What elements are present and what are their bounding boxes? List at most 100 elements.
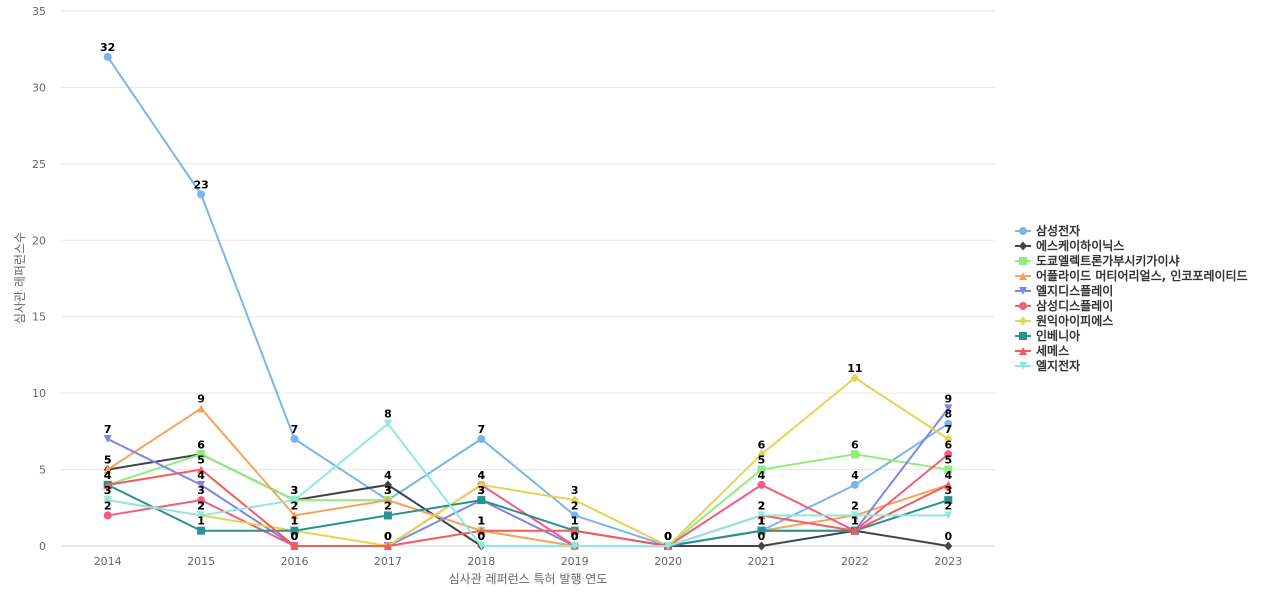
data-point [290, 435, 299, 443]
data-label: 0 [384, 530, 392, 543]
data-label: 3 [104, 484, 112, 497]
data-label: 2 [104, 499, 112, 512]
data-label: 0 [758, 530, 766, 543]
data-label: 3 [291, 484, 299, 497]
legend-item[interactable]: 세메스 [1015, 343, 1069, 358]
data-label: 1 [477, 515, 485, 528]
data-point [850, 450, 859, 459]
series-1 [103, 52, 953, 550]
data-point [944, 511, 953, 520]
x-axis-title: 심사관 레퍼런스 특허 발행 연도 [449, 571, 608, 586]
series-10 [103, 419, 953, 550]
data-point [103, 480, 112, 489]
data-label: 1 [477, 515, 485, 528]
legend-marker [1019, 257, 1027, 265]
legend-label: 에스케이하이닉스 [1036, 238, 1124, 253]
data-label: 5 [944, 454, 952, 467]
legend-item[interactable]: 어플라이드 머티어리얼스, 인코포레이티드 [1015, 268, 1248, 283]
data-label: 3 [384, 484, 392, 497]
data-label: 3 [384, 484, 392, 497]
x-axis-ticks: 2014 2015 2016 2017 2018 2019 2020 2021 2022 2023 [94, 555, 963, 568]
data-label: 1 [571, 515, 579, 528]
legend-item[interactable]: 삼성전자 [1015, 223, 1080, 238]
legend-item[interactable]: 에스케이하이닉스 [1015, 238, 1124, 253]
legend-label: 엘지전자 [1036, 358, 1080, 373]
data-point [570, 542, 579, 550]
data-label: 6 [851, 438, 859, 451]
legend-marker [1019, 272, 1027, 280]
legend-item[interactable]: 원익아이피에스 [1015, 313, 1113, 328]
data-point [383, 419, 392, 428]
data-label: 0 [664, 530, 672, 543]
data-point [757, 541, 766, 551]
data-label: 1 [571, 515, 579, 528]
data-point [757, 480, 766, 489]
data-label: 3 [944, 484, 952, 497]
data-label: 1 [758, 515, 766, 528]
data-label: 4 [104, 469, 112, 482]
data-label: 23 [193, 178, 208, 191]
legend-marker [1019, 227, 1027, 235]
data-label: 1 [758, 515, 766, 528]
legend-item[interactable]: 도쿄엘렉트론가부시키가이샤 [1015, 253, 1180, 268]
data-label: 3 [291, 484, 299, 497]
data-point [570, 526, 579, 535]
legend-marker [1019, 316, 1027, 326]
data-label: 0 [664, 530, 672, 543]
data-label: 0 [571, 530, 579, 543]
data-label: 0 [477, 530, 485, 543]
data-label: 4 [477, 469, 485, 482]
data-label: 0 [944, 530, 952, 543]
data-point [197, 190, 206, 199]
y-tick-label: 20 [32, 234, 46, 247]
data-point [850, 373, 859, 383]
series-line [107, 468, 949, 547]
data-label: 1 [851, 515, 859, 528]
data-point [850, 480, 859, 489]
data-label: 5 [758, 454, 766, 467]
legend-item[interactable]: 인베니아 [1015, 328, 1080, 343]
data-point [944, 404, 953, 413]
series-line [107, 422, 949, 547]
y-tick-label: 5 [39, 464, 46, 477]
data-label: 3 [477, 484, 485, 497]
data-label: 0 [571, 530, 579, 543]
legend-item[interactable]: 삼성디스플레이 [1015, 298, 1113, 313]
data-label: 7 [944, 423, 952, 436]
data-label: 0 [664, 530, 672, 543]
legend-marker [1019, 241, 1027, 251]
data-label: 1 [851, 515, 859, 528]
data-point [944, 450, 953, 459]
data-label: 4 [944, 469, 952, 482]
x-tick-label: 2018 [467, 555, 495, 568]
legend-item[interactable]: 엘지전자 [1015, 358, 1080, 373]
data-label: 0 [291, 530, 299, 543]
data-label: 5 [104, 454, 112, 467]
data-label: 1 [758, 515, 766, 528]
x-tick-label: 2015 [187, 555, 215, 568]
y-tick-label: 25 [32, 158, 46, 171]
legend-label: 엘지디스플레이 [1036, 283, 1113, 298]
legend-marker [1019, 302, 1027, 310]
y-axis-title: 심사관 레퍼런스수 [13, 232, 27, 324]
data-label: 2 [758, 499, 766, 512]
legend-item[interactable]: 엘지디스플레이 [1015, 283, 1113, 298]
data-point [290, 542, 299, 550]
data-label: 7 [477, 423, 485, 436]
data-point [197, 450, 206, 459]
data-label: 0 [384, 530, 392, 543]
data-point [944, 496, 953, 505]
data-point [103, 52, 112, 61]
data-label: 2 [197, 499, 205, 512]
legend-label: 도쿄엘렉트론가부시키가이샤 [1036, 253, 1180, 268]
data-point [757, 449, 766, 459]
legend-label: 삼성디스플레이 [1036, 298, 1113, 313]
x-tick-label: 2017 [374, 555, 402, 568]
data-label: 2 [291, 499, 299, 512]
data-point [477, 435, 486, 443]
data-label: 6 [944, 438, 952, 451]
x-tick-label: 2016 [281, 555, 309, 568]
data-point [197, 496, 206, 505]
data-label: 2 [758, 499, 766, 512]
